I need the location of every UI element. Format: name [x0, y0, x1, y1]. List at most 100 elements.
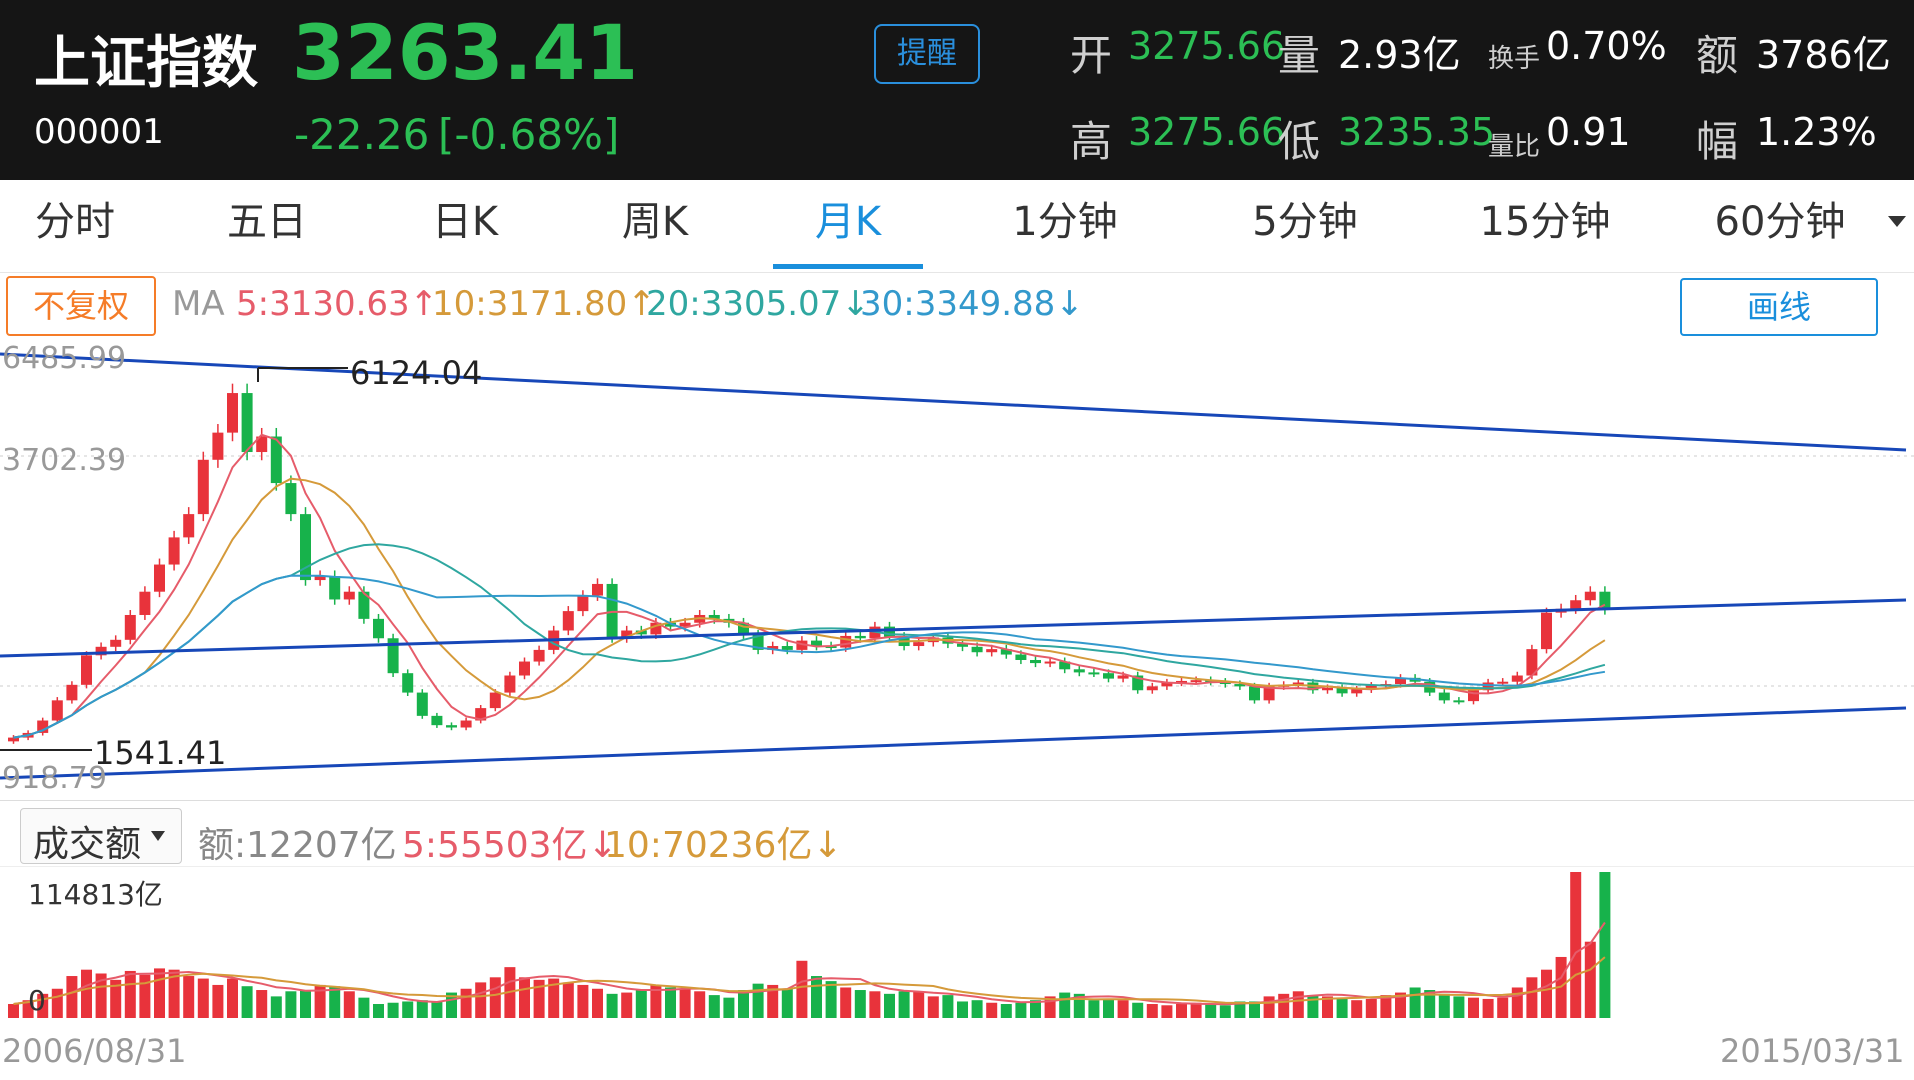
tab-weekly-k[interactable]: 周K: [621, 199, 689, 245]
volume-bar: [1117, 1000, 1129, 1018]
volume-ratio-label: 量比: [1488, 132, 1541, 162]
ma10-value: 10:3171.80↑: [432, 284, 656, 324]
tab-five-day[interactable]: 五日: [227, 199, 307, 245]
candle-body: [1176, 680, 1187, 683]
volume-ma10: 10:70236亿↓: [604, 825, 843, 866]
volume-bar: [489, 977, 501, 1018]
volume-ma5: 5:55503亿↓: [402, 825, 618, 866]
tabs-more-icon[interactable]: [1888, 216, 1906, 227]
candle-body: [1146, 686, 1158, 691]
candle: [300, 507, 311, 586]
volume-bar: [1453, 996, 1465, 1018]
candle-body: [913, 642, 925, 647]
volume-bar: [197, 978, 209, 1018]
candle-body: [577, 595, 589, 612]
candle-body: [562, 611, 574, 631]
candle: [1453, 697, 1465, 705]
candle-body: [212, 432, 224, 460]
candlestick-chart[interactable]: 6124.04 1541.41 6485.99 3702.39 918.79: [0, 340, 1914, 800]
tab-15min[interactable]: 15分钟: [1479, 199, 1611, 245]
volume-bar: [446, 992, 457, 1018]
volume-chart[interactable]: 114813亿 0: [0, 866, 1914, 1026]
candle-body: [1234, 684, 1246, 687]
candle-body: [884, 626, 895, 637]
volume-bar: [358, 997, 370, 1018]
low-label: 低: [1278, 117, 1321, 166]
volume-bar: [168, 969, 180, 1018]
draw-line-button[interactable]: 画线: [1680, 278, 1878, 336]
candle-body: [1000, 649, 1012, 655]
candle: [241, 383, 253, 461]
candle-body: [154, 564, 165, 592]
candle: [154, 558, 165, 598]
candle-body: [957, 643, 968, 647]
tab-intraday[interactable]: 分时: [35, 199, 115, 245]
volume-bar: [183, 976, 195, 1018]
volume-bar: [811, 976, 822, 1018]
candle-body: [446, 725, 457, 728]
candle: [1526, 644, 1538, 680]
volume-bar: [154, 968, 165, 1018]
volume-bar: [1395, 992, 1406, 1018]
candle-body: [679, 622, 691, 627]
candle-body: [475, 708, 487, 721]
volume-bar: [519, 977, 530, 1018]
adjust-button[interactable]: 不复权: [6, 276, 156, 336]
candle: [197, 451, 209, 522]
candle-body: [796, 640, 808, 650]
candle: [387, 633, 399, 677]
candle-body: [256, 436, 268, 453]
candle-body: [285, 483, 297, 515]
volume-bar: [124, 970, 136, 1018]
candle-body: [1117, 675, 1129, 679]
candle-body: [1059, 661, 1071, 670]
candle-body: [1599, 591, 1611, 610]
volume-bar: [139, 974, 151, 1018]
candle: [489, 689, 501, 712]
candle-body: [343, 591, 355, 600]
candle-body: [708, 614, 720, 619]
candle-body: [1468, 690, 1479, 702]
index-title: 上证指数: [34, 31, 258, 96]
candle: [1438, 689, 1450, 704]
trendlines: [0, 352, 1907, 780]
volume-bar: [898, 991, 910, 1018]
candle: [460, 717, 472, 731]
candle: [343, 586, 355, 605]
volume-bar: [300, 990, 311, 1018]
high-value: 3275.66: [1128, 110, 1286, 154]
candle-body: [1190, 680, 1202, 683]
candle-body: [1584, 591, 1596, 601]
high-label: 高: [1070, 117, 1113, 166]
ma-label: MA: [172, 284, 225, 324]
candle-body: [168, 537, 180, 565]
volume-bar: [1132, 1002, 1144, 1018]
candle-body: [811, 640, 822, 647]
alert-button[interactable]: 提醒: [874, 24, 980, 84]
volume-label: 量: [1278, 31, 1321, 80]
candle-body: [1453, 700, 1465, 703]
candle: [314, 570, 326, 586]
volume-bar: [665, 987, 676, 1018]
tab-60min[interactable]: 60分钟: [1714, 199, 1846, 245]
volume-bar: [1161, 1005, 1173, 1018]
open-value: 3275.66: [1128, 24, 1286, 68]
volume-bar: [971, 1000, 983, 1018]
candle: [1030, 655, 1041, 668]
tab-1min[interactable]: 1分钟: [1012, 199, 1118, 245]
volume-bar: [1176, 1004, 1187, 1018]
candle-body: [519, 661, 530, 676]
volume-bar: [957, 1001, 968, 1018]
tab-monthly-k[interactable]: 月K: [814, 199, 882, 245]
tab-5min[interactable]: 5分钟: [1252, 199, 1358, 245]
volume-bar: [270, 996, 282, 1018]
tab-daily-k[interactable]: 日K: [431, 199, 499, 245]
volume-bar: [416, 1000, 428, 1018]
candle: [66, 681, 78, 704]
volume-type-select[interactable]: 成交额: [20, 808, 182, 865]
volume-bar: [460, 988, 472, 1018]
active-tab-indicator: [773, 264, 923, 269]
low-value: 3235.35: [1338, 110, 1496, 154]
volume-bar: [548, 978, 560, 1018]
candle-body: [402, 673, 414, 693]
